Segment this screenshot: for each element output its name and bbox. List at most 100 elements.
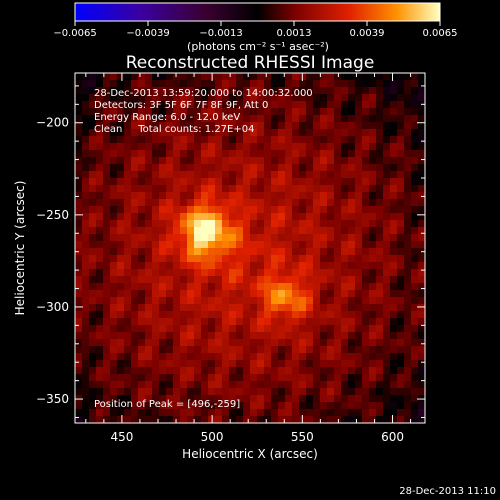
heatmap-cell bbox=[306, 297, 314, 305]
heatmap-cell bbox=[229, 304, 237, 312]
heatmap-cell bbox=[215, 416, 223, 423]
heatmap-cell bbox=[173, 227, 181, 235]
heatmap-cell bbox=[222, 332, 230, 340]
heatmap-cell bbox=[376, 150, 384, 158]
heatmap-cell bbox=[306, 150, 314, 158]
heatmap-cell bbox=[166, 325, 174, 333]
heatmap-cell bbox=[166, 108, 174, 116]
heatmap-cell bbox=[369, 234, 377, 242]
y-axis-label: Heliocentric Y (arcsec) bbox=[13, 181, 27, 316]
heatmap-cell bbox=[355, 192, 363, 200]
heatmap-cell bbox=[159, 248, 167, 256]
heatmap-cell bbox=[376, 248, 384, 256]
heatmap-cell bbox=[215, 374, 223, 382]
heatmap-cell bbox=[243, 360, 251, 368]
heatmap-cell bbox=[96, 409, 104, 417]
heatmap-cell bbox=[131, 248, 139, 256]
heatmap-cell bbox=[208, 297, 216, 305]
heatmap-cell bbox=[348, 395, 356, 403]
heatmap-cell bbox=[201, 276, 209, 284]
heatmap-cell bbox=[166, 297, 174, 305]
heatmap-cell bbox=[250, 87, 258, 95]
heatmap-cell bbox=[117, 241, 125, 249]
heatmap-cell bbox=[96, 388, 104, 396]
heatmap-cell bbox=[404, 325, 412, 333]
heatmap-cell bbox=[138, 80, 146, 88]
heatmap-cell bbox=[341, 199, 349, 207]
heatmap-cell bbox=[236, 367, 244, 375]
heatmap-cell bbox=[299, 206, 307, 214]
heatmap-cell bbox=[376, 269, 384, 277]
heatmap-cell bbox=[82, 367, 90, 375]
heatmap-cell bbox=[383, 241, 391, 249]
heatmap-cell bbox=[257, 332, 265, 340]
heatmap-cell bbox=[292, 157, 300, 165]
heatmap-cell bbox=[306, 115, 314, 123]
heatmap-cell bbox=[82, 94, 90, 102]
heatmap-cell bbox=[341, 227, 349, 235]
heatmap-cell bbox=[243, 157, 251, 165]
heatmap-cell bbox=[243, 129, 251, 137]
heatmap-cell bbox=[110, 339, 118, 347]
heatmap-cell bbox=[285, 227, 293, 235]
heatmap-cell bbox=[390, 171, 398, 179]
heatmap-cell bbox=[299, 269, 307, 277]
heatmap-cell bbox=[96, 164, 104, 172]
heatmap-cell bbox=[166, 94, 174, 102]
heatmap-cell bbox=[166, 87, 174, 95]
heatmap-cell bbox=[404, 290, 412, 298]
heatmap-cell bbox=[313, 290, 321, 298]
heatmap-cell bbox=[404, 80, 412, 88]
heatmap-cell bbox=[369, 325, 377, 333]
heatmap-cell bbox=[138, 346, 146, 354]
heatmap-cell bbox=[250, 234, 258, 242]
heatmap-cell bbox=[397, 129, 405, 137]
heatmap-cell bbox=[383, 206, 391, 214]
heatmap-cell bbox=[173, 395, 181, 403]
heatmap-cell bbox=[320, 234, 328, 242]
heatmap-cell bbox=[103, 353, 111, 361]
heatmap-cell bbox=[320, 290, 328, 298]
heatmap-cell bbox=[383, 73, 391, 81]
heatmap-cell bbox=[222, 220, 230, 228]
heatmap-cell bbox=[362, 346, 370, 354]
heatmap-cell bbox=[145, 227, 153, 235]
heatmap-cell bbox=[320, 220, 328, 228]
heatmap-cell bbox=[334, 108, 342, 116]
heatmap-cell bbox=[418, 129, 425, 137]
heatmap-cell bbox=[215, 80, 223, 88]
heatmap-cell bbox=[264, 409, 272, 417]
heatmap-cell bbox=[341, 108, 349, 116]
heatmap-cell bbox=[327, 150, 335, 158]
heatmap-cell bbox=[194, 255, 202, 263]
heatmap-cell bbox=[348, 332, 356, 340]
heatmap-cell bbox=[320, 206, 328, 214]
heatmap-cell bbox=[110, 332, 118, 340]
heatmap-cell bbox=[201, 73, 209, 81]
heatmap-cell bbox=[376, 73, 384, 81]
heatmap-cell bbox=[411, 255, 419, 263]
heatmap-cell bbox=[376, 171, 384, 179]
heatmap-cell bbox=[138, 388, 146, 396]
heatmap-cell bbox=[124, 108, 132, 116]
heatmap-cell bbox=[89, 353, 97, 361]
heatmap-cell bbox=[264, 353, 272, 361]
heatmap-cell bbox=[278, 402, 286, 410]
heatmap-cell bbox=[285, 206, 293, 214]
heatmap-cell bbox=[334, 283, 342, 291]
heatmap-cell bbox=[327, 115, 335, 123]
heatmap-cell bbox=[96, 206, 104, 214]
heatmap-cell bbox=[110, 87, 118, 95]
heatmap-cell bbox=[222, 199, 230, 207]
heatmap-cell bbox=[271, 185, 279, 193]
heatmap-cell bbox=[152, 192, 160, 200]
heatmap-cell bbox=[82, 402, 90, 410]
heatmap-cell bbox=[299, 402, 307, 410]
heatmap-cell bbox=[327, 276, 335, 284]
heatmap-cell bbox=[299, 255, 307, 263]
heatmap-cell bbox=[285, 115, 293, 123]
heatmap-cell bbox=[327, 311, 335, 319]
heatmap-cell bbox=[404, 276, 412, 284]
heatmap-cell bbox=[383, 339, 391, 347]
heatmap-cell bbox=[299, 171, 307, 179]
